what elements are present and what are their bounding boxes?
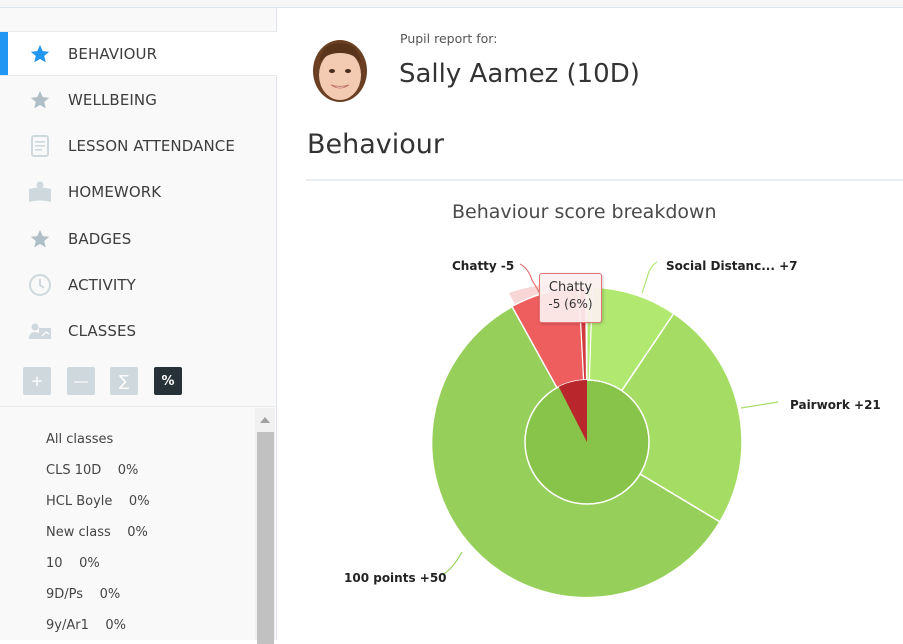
pupil-avatar (310, 37, 370, 103)
star-icon (28, 227, 52, 251)
document-icon (28, 134, 52, 158)
slice-pairwork[interactable] (585, 312, 743, 523)
section-divider (306, 179, 903, 181)
nav-item-badges[interactable]: BADGES (0, 216, 277, 261)
section-title: Behaviour (307, 129, 445, 160)
chart-title: Behaviour score breakdown (452, 201, 717, 223)
class-item[interactable]: CLS 10D 0% (46, 463, 139, 478)
nav-item-activity[interactable]: ACTIVITY (0, 262, 277, 307)
class-item[interactable]: 9D/Ps 0% (46, 587, 121, 602)
pupil-name: Sally Aamez (10D) (399, 59, 640, 89)
class-item[interactable]: 9y/Ar1 0% (46, 618, 127, 633)
sum-button[interactable]: ∑ (110, 367, 138, 395)
tooltip-name: Chatty (548, 280, 593, 295)
nav-label: BADGES (68, 229, 132, 248)
percent-button[interactable]: % (154, 367, 182, 395)
label-100-points: 100 points +50 (344, 571, 447, 585)
class-item[interactable]: 10 0% (46, 556, 100, 571)
class-list: All classes CLS 10D 0% HCL Boyle 0% New … (0, 408, 253, 640)
nav-label: LESSON ATTENDANCE (68, 136, 235, 155)
subtract-button[interactable]: — (67, 367, 95, 395)
star-icon (28, 42, 52, 66)
report-for-label: Pupil report for: (400, 31, 498, 46)
nav-item-behaviour[interactable]: BEHAVIOUR (0, 31, 277, 76)
scrollbar-thumb[interactable] (257, 432, 274, 644)
label-chatty: Chatty -5 (452, 259, 514, 273)
sidebar-divider (0, 406, 277, 407)
class-list-scrollbar[interactable] (255, 408, 275, 644)
nav-label: BEHAVIOUR (68, 44, 158, 63)
star-icon (28, 88, 52, 112)
add-button[interactable]: + (23, 367, 51, 395)
behaviour-donut-chart: Chatty -5 Social Distanc... +7 Pairwork … (344, 259, 881, 599)
nav-item-lesson-attendance[interactable]: LESSON ATTENDANCE (0, 123, 277, 168)
scroll-up-arrow-icon[interactable] (255, 412, 275, 428)
book-icon (28, 180, 52, 204)
nav-label: HOMEWORK (68, 182, 162, 201)
sidebar: BEHAVIOUR WELLBEING LESSON ATTENDANCE HO… (0, 8, 277, 644)
class-item[interactable]: New class 0% (46, 525, 148, 540)
label-pairwork: Pairwork +21 (790, 398, 881, 412)
class-item-all[interactable]: All classes (46, 432, 114, 447)
tooltip-value: -5 (6%) (548, 297, 593, 311)
top-bar (0, 0, 903, 8)
classes-icon (28, 319, 52, 343)
nav-item-homework[interactable]: HOMEWORK (0, 169, 277, 214)
main-content: Pupil report for: Sally Aamez (10D) Beha… (278, 9, 903, 640)
nav-label: WELLBEING (68, 90, 157, 109)
nav-item-wellbeing[interactable]: WELLBEING (0, 77, 277, 122)
chart-tooltip: Chatty -5 (6%) (539, 273, 602, 323)
nav-item-classes[interactable]: CLASSES (0, 308, 277, 353)
inner-slice-negative[interactable] (558, 379, 587, 442)
clock-icon (28, 273, 52, 297)
label-social-distancing: Social Distanc... +7 (666, 259, 797, 273)
class-item[interactable]: HCL Boyle 0% (46, 494, 150, 509)
nav-label: ACTIVITY (68, 275, 136, 294)
nav-label: CLASSES (68, 321, 137, 340)
